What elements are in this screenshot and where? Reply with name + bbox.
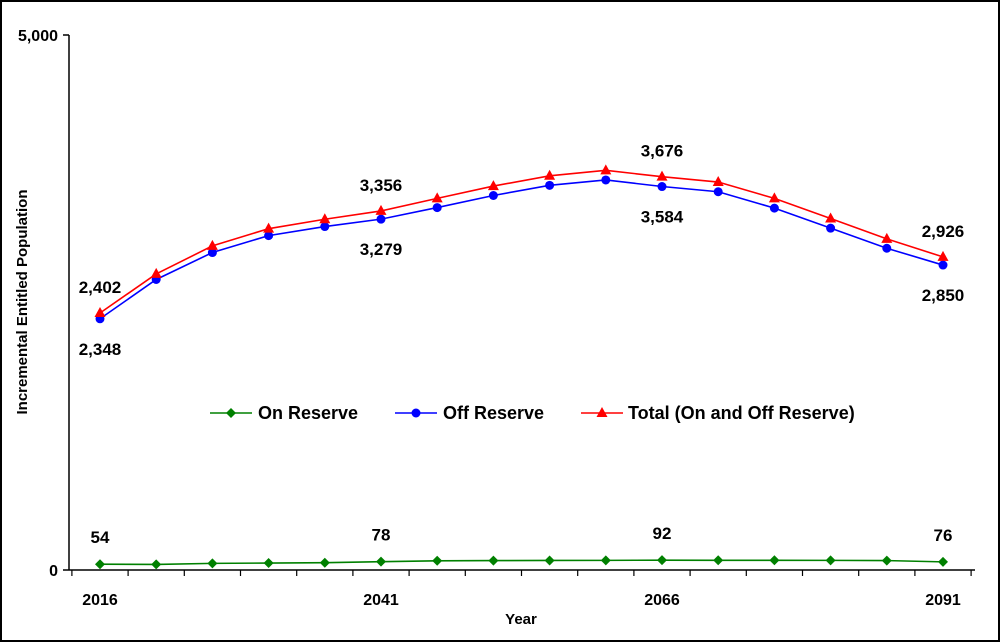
data-label: 3,584 [641,208,684,227]
data-point [768,192,780,203]
data-point [600,555,611,566]
data-point [938,260,948,270]
data-point [656,170,668,181]
axes: 5,000 0 2016 2041 2066 2091 Year Incrementa… [14,28,975,628]
y-tick-label-max: 5,000 [18,28,58,45]
legend-marker-off-reserve [411,408,421,418]
y-axis-title: Incremental Entitled Population [14,189,31,414]
series-total-on-and-off-reserve [94,164,949,317]
x-axis-title: Year [505,611,537,628]
data-point [94,306,106,317]
data-point [488,555,499,566]
data-point [375,204,387,215]
x-ticks [71,570,972,576]
data-point [825,212,837,223]
data-point [320,222,330,232]
data-point [376,556,386,567]
series-layer [94,164,949,570]
x-tick-label: 2041 [363,592,399,609]
data-point [657,555,667,566]
data-point [769,555,780,566]
series-line-off-reserve [99,179,944,320]
data-label: 3,676 [641,142,684,161]
data-point [263,558,274,569]
data-point [207,558,218,569]
series-line-on-reserve [99,559,944,566]
legend: On Reserve Off Reserve Total (On and Off… [210,403,855,423]
data-point [600,164,612,175]
data-label: 3,356 [360,176,403,195]
data-point [319,213,331,224]
data-label: 76 [934,526,953,545]
data-point [432,555,443,566]
data-point [487,180,499,191]
data-point [376,214,386,224]
data-label: 2,348 [79,340,122,359]
legend-item-on-reserve: On Reserve [210,403,358,423]
legend-label-on-reserve: On Reserve [258,403,358,423]
x-tick-label: 2091 [925,592,961,609]
data-point [206,239,218,250]
data-point [263,222,275,233]
data-point [769,203,779,213]
data-point [151,559,162,570]
data-point [601,175,611,185]
data-labels: 2,402 2,348 3,356 3,279 3,676 3,584 2,926 2,850… [79,142,965,548]
data-point [825,555,836,566]
data-point [207,248,217,258]
x-tick-labels: 2016 2041 2066 2091 [82,592,961,609]
data-point [713,187,723,197]
data-point [432,203,442,213]
data-point [95,559,105,570]
data-point [657,182,667,192]
series-off-reserve [95,175,948,324]
legend-marker-on-reserve [226,408,236,418]
data-point [937,250,949,261]
data-label: 54 [91,528,110,547]
data-point [431,192,443,203]
x-tick-label: 2066 [644,592,680,609]
series-line-total-on-and-off-reserve [99,169,944,314]
data-point [544,169,556,180]
data-label: 3,279 [360,240,403,259]
data-label: 2,850 [922,286,965,305]
data-label: 2,402 [79,278,122,297]
data-point [319,557,330,568]
data-point [881,555,892,566]
data-point [826,223,836,233]
legend-label-total: Total (On and Off Reserve) [628,403,855,423]
data-point [264,231,274,241]
data-label: 78 [372,526,391,545]
legend-marker-total [596,407,608,417]
legend-label-off-reserve: Off Reserve [443,403,544,423]
data-point [881,232,893,243]
data-point [713,555,724,566]
data-label: 2,926 [922,222,965,241]
data-point [712,176,724,187]
data-point [488,191,498,200]
x-tick-label: 2016 [82,592,118,609]
series-on-reserve [95,555,948,570]
data-point [938,556,948,567]
data-point [150,267,162,278]
y-tick-label-min: 0 [49,563,58,580]
legend-item-total: Total (On and Off Reserve) [581,403,855,423]
data-label: 92 [653,524,672,543]
data-point [544,555,555,566]
legend-item-off-reserve: Off Reserve [395,403,544,423]
data-point [882,243,892,253]
data-point [545,180,555,190]
